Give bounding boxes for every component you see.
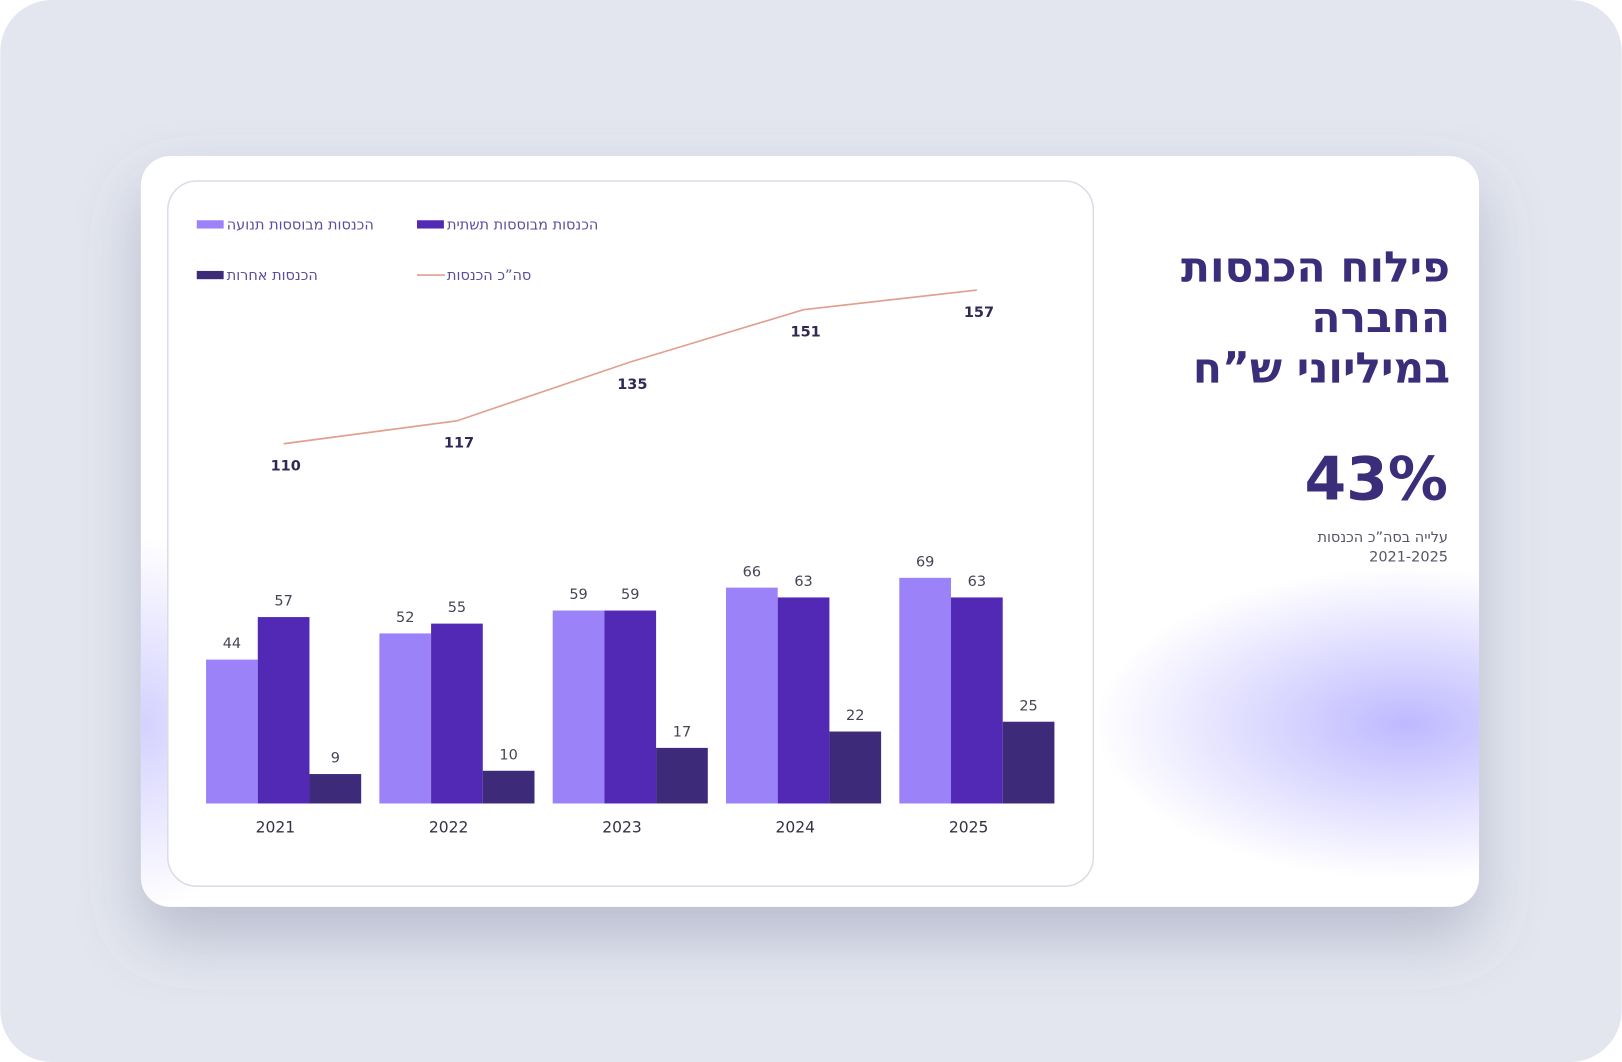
line-value-label: 151 (791, 325, 821, 341)
stat-caption: 2021-2025 (1369, 550, 1448, 566)
bar-value-label: 52 (396, 610, 414, 626)
bar (604, 610, 657, 804)
legend-label: הכנסות מבוססות תשתית (447, 218, 598, 234)
bar-value-label: 63 (794, 574, 812, 590)
title-line: החברה (1311, 293, 1450, 342)
stat-value: 43% (1304, 444, 1448, 514)
x-tick-label: 2024 (776, 818, 815, 836)
x-tick-label: 2023 (602, 818, 641, 836)
legend-label: הכנסות אחרות (227, 268, 318, 284)
bar (899, 577, 952, 804)
bar-value-label: 10 (499, 747, 517, 763)
bar (656, 747, 708, 804)
title-line: פילוח הכנסות (1181, 242, 1450, 291)
bar (552, 610, 605, 804)
bar-value-label: 55 (448, 600, 466, 616)
legend-swatch (196, 220, 224, 229)
bar-value-label: 63 (968, 574, 986, 590)
stat-caption: עלייה בסה”כ הכנסות (1317, 530, 1448, 546)
line-value-label: 110 (271, 459, 301, 475)
line-value-label: 135 (617, 377, 647, 393)
legend-swatch (417, 220, 444, 229)
x-tick-label: 2022 (429, 818, 468, 836)
line-value-label: 117 (444, 436, 474, 452)
line-value-label: 157 (964, 305, 994, 321)
side-text: פילוח הכנסות החברה במיליוני ש”ח 43% עליי… (1181, 242, 1450, 565)
bar-value-label: 17 (673, 725, 691, 741)
bar (951, 597, 1003, 804)
bar (309, 774, 362, 804)
title-line: במיליוני ש”ח (1193, 344, 1450, 393)
bar (257, 617, 310, 804)
bar (379, 633, 432, 804)
bar (725, 587, 778, 804)
total-line (283, 289, 977, 445)
legend-label: הכנסות מבוססות תנועה (227, 218, 374, 234)
bar-value-label: 66 (743, 564, 761, 580)
bar-value-label: 59 (569, 587, 587, 603)
bar-value-label: 57 (274, 594, 292, 610)
bar (482, 770, 535, 804)
x-tick-label: 2025 (949, 818, 988, 836)
bar-value-label: 59 (621, 587, 639, 603)
bar-value-label: 22 (846, 708, 864, 724)
bar (206, 659, 258, 804)
legend-label: סה”כ הכנסות (447, 268, 531, 284)
bar (829, 731, 882, 804)
x-tick-label: 2021 (256, 818, 295, 836)
legend-swatch (196, 270, 224, 280)
bar (431, 623, 483, 804)
bar-value-label: 69 (916, 554, 934, 570)
bar (1002, 721, 1055, 804)
bar-value-label: 25 (1019, 698, 1037, 714)
bar-value-label: 9 (331, 751, 340, 767)
bar-value-label: 44 (223, 636, 241, 652)
bar (777, 597, 830, 804)
